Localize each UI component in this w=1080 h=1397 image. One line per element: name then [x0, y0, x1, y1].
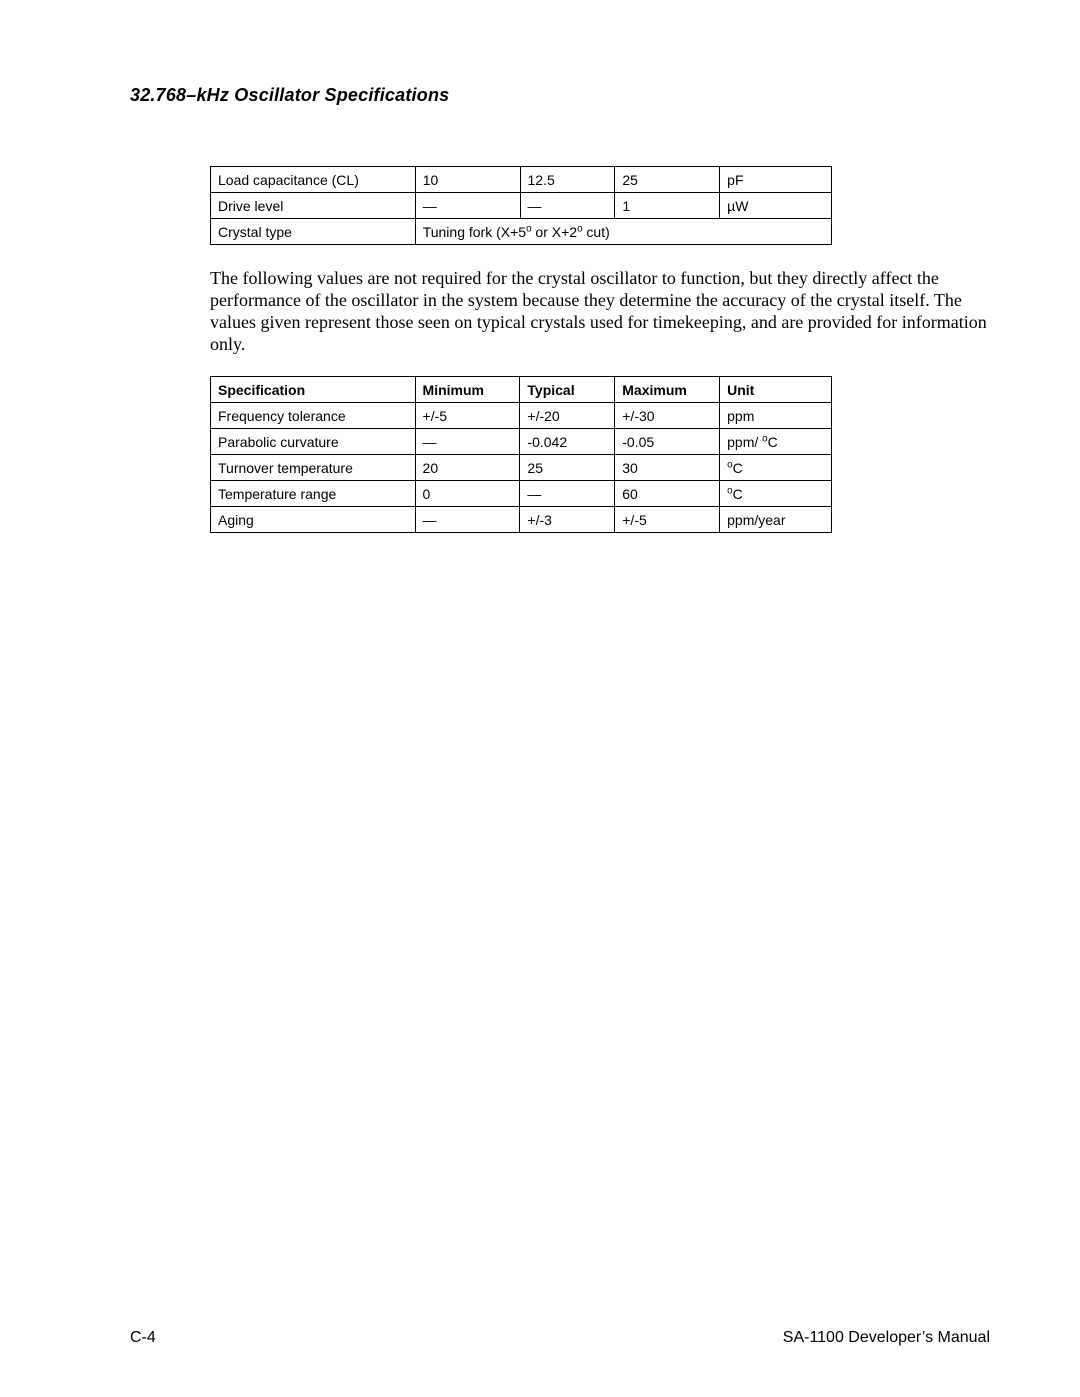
table-row: Drive level — — 1 µW [211, 193, 832, 219]
cell-unit: µW [720, 193, 832, 219]
page: 32.768–kHz Oscillator Specifications Loa… [0, 0, 1080, 1397]
cell-unit: oC [720, 454, 832, 480]
col-header: Maximum [615, 376, 720, 402]
table-row: Turnover temperature 20 25 30 oC [211, 454, 832, 480]
table-crystal-required: Load capacitance (CL) 10 12.5 25 pF Driv… [210, 166, 832, 245]
cell-merged-value: Tuning fork (X+5o or X+2o cut) [415, 219, 831, 245]
cell-spec: Temperature range [211, 480, 416, 506]
cell-spec: Crystal type [211, 219, 416, 245]
table-row: Temperature range 0 — 60 oC [211, 480, 832, 506]
footer-doc-title: SA-1100 Developer’s Manual [783, 1329, 990, 1347]
table-row: Frequency tolerance +/-5 +/-20 +/-30 ppm [211, 402, 832, 428]
cell-unit: oC [720, 480, 832, 506]
cell-typ: — [520, 193, 615, 219]
cell-spec: Frequency tolerance [211, 402, 416, 428]
cell-typ: 12.5 [520, 167, 615, 193]
cell-max: 1 [615, 193, 720, 219]
cell-spec: Parabolic curvature [211, 428, 416, 454]
cell-min: 10 [415, 167, 520, 193]
cell-max: -0.05 [615, 428, 720, 454]
table-row: Parabolic curvature — -0.042 -0.05 ppm/ … [211, 428, 832, 454]
cell-spec: Drive level [211, 193, 416, 219]
body-paragraph: The following values are not required fo… [210, 267, 1000, 356]
col-header: Minimum [415, 376, 520, 402]
cell-max: 60 [615, 480, 720, 506]
table-header-row: Specification Minimum Typical Maximum Un… [211, 376, 832, 402]
cell-max: 25 [615, 167, 720, 193]
col-header: Unit [720, 376, 832, 402]
cell-max: 30 [615, 454, 720, 480]
table-row: Load capacitance (CL) 10 12.5 25 pF [211, 167, 832, 193]
cell-spec: Turnover temperature [211, 454, 416, 480]
table-row: Aging — +/-3 +/-5 ppm/year [211, 506, 832, 532]
cell-min: 0 [415, 480, 520, 506]
cell-unit: pF [720, 167, 832, 193]
page-footer: C-4 SA-1100 Developer’s Manual [130, 1329, 990, 1347]
cell-spec: Aging [211, 506, 416, 532]
cell-min: 20 [415, 454, 520, 480]
col-header: Typical [520, 376, 615, 402]
cell-min: +/-5 [415, 402, 520, 428]
col-header: Specification [211, 376, 416, 402]
cell-min: — [415, 193, 520, 219]
cell-unit: ppm/year [720, 506, 832, 532]
section-title: 32.768–kHz Oscillator Specifications [130, 85, 990, 106]
cell-min: — [415, 506, 520, 532]
cell-typ: 25 [520, 454, 615, 480]
cell-typ: — [520, 480, 615, 506]
cell-unit: ppm [720, 402, 832, 428]
cell-typ: -0.042 [520, 428, 615, 454]
cell-max: +/-5 [615, 506, 720, 532]
cell-typ: +/-3 [520, 506, 615, 532]
cell-min: — [415, 428, 520, 454]
table-crystal-info: Specification Minimum Typical Maximum Un… [210, 376, 832, 533]
footer-page-number: C-4 [130, 1329, 156, 1347]
cell-spec: Load capacitance (CL) [211, 167, 416, 193]
cell-typ: +/-20 [520, 402, 615, 428]
table-row: Crystal type Tuning fork (X+5o or X+2o c… [211, 219, 832, 245]
cell-unit: ppm/ oC [720, 428, 832, 454]
cell-max: +/-30 [615, 402, 720, 428]
